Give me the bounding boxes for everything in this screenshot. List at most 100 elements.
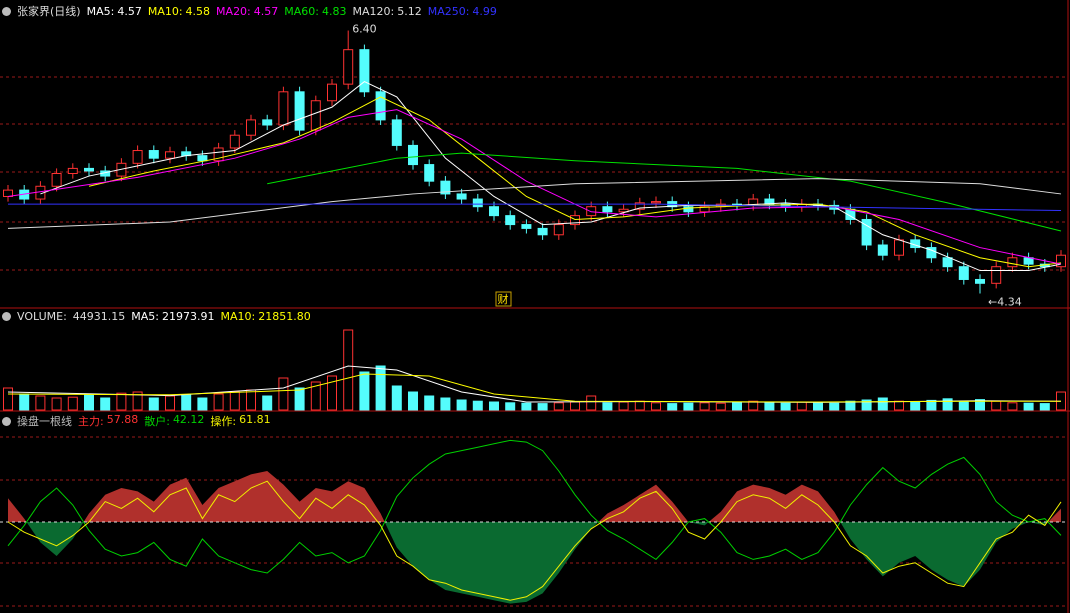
candle-body (375, 91, 386, 121)
legend-name: MA5: (131, 310, 160, 323)
volume-bar (278, 377, 289, 411)
legend-name: MA250: (427, 4, 470, 18)
candle-body (456, 193, 467, 200)
volume-bar (148, 397, 159, 411)
legend-value: 42.12 (172, 413, 205, 426)
legend-name: MA60: (284, 4, 319, 18)
ma-line (8, 203, 1062, 212)
volume-bar (116, 392, 127, 411)
volume-bar (359, 371, 370, 411)
volume-bar (1007, 402, 1018, 411)
menu-icon[interactable] (2, 312, 11, 321)
candle-body (634, 202, 645, 210)
candle-body (165, 151, 175, 159)
volume-bar (375, 365, 386, 411)
candle-body (618, 208, 629, 213)
candle-body (408, 144, 418, 166)
candle-body (489, 206, 499, 217)
candle-body (861, 218, 872, 246)
volume-bar (748, 400, 759, 411)
volume-bar (505, 402, 516, 411)
volume-bar (634, 400, 645, 411)
candle-body (926, 247, 937, 259)
legend-value: 4.57 (253, 4, 279, 18)
candle-body (310, 100, 321, 131)
candle-body (278, 91, 289, 126)
legend-item: 散户: 42.12 (144, 413, 204, 429)
legend-name: MA20: (216, 4, 251, 18)
legend-item: MA250: 4.99 (428, 5, 497, 18)
indicator-line (7, 480, 1062, 601)
volume-bar (651, 402, 661, 411)
legend-item: MA60: 4.83 (284, 5, 346, 18)
volume-bar (602, 402, 613, 411)
volume-bar (19, 393, 30, 411)
candle-body (521, 224, 532, 229)
candle-body (699, 206, 710, 213)
volume-bar (991, 400, 1002, 411)
legend-name: MA120: (352, 4, 395, 18)
candle-body (1023, 257, 1034, 265)
main-force-area-up (8, 471, 1061, 522)
indicator-header: 操盘一根线 主力: 57.88 散户: 42.12 操作: 61.81 (2, 413, 271, 429)
legend-value: 4.99 (472, 4, 497, 18)
volume-bar (440, 397, 451, 411)
menu-icon[interactable] (2, 6, 11, 16)
chart-title: 张家界(日线) (17, 5, 81, 18)
ma-line (267, 152, 1062, 232)
candle-body (294, 91, 305, 131)
menu-icon[interactable] (2, 416, 11, 426)
candle-body (894, 239, 904, 256)
volume-header: VOLUME: 44931.15 MA5: 21973.91 MA10: 21851.80 (2, 310, 311, 323)
volume-bar (975, 399, 985, 411)
candle-body (424, 164, 435, 182)
candle-body (327, 83, 337, 102)
volume-bar (942, 398, 953, 411)
volume-bar (213, 393, 224, 411)
volume-bar (294, 387, 305, 411)
candle-body (1056, 254, 1066, 268)
volume-bar (861, 399, 872, 411)
volume-bar (732, 401, 742, 411)
volume-bar (521, 402, 532, 411)
price-annotation: ←4.34 (988, 296, 1022, 309)
indicator-line (7, 439, 1062, 574)
volume-bar (197, 397, 208, 411)
volume-bar (35, 395, 46, 411)
legend-item: MA10: 4.58 (148, 5, 210, 18)
candle-body (683, 206, 694, 213)
volume-bar (3, 387, 13, 411)
ma-line (88, 96, 1062, 268)
ma-line (40, 81, 1062, 272)
legend-item: MA5: 4.57 (87, 5, 142, 18)
legend-name: 主力: (78, 415, 104, 428)
legend-value: 4.57 (117, 4, 142, 18)
volume-bar (456, 399, 467, 411)
legend-value: 61.81 (239, 413, 271, 426)
legend-item: MA120: 5.12 (352, 5, 421, 18)
candle-body (51, 173, 62, 187)
legend-item: MA5: 21973.91 (131, 310, 214, 323)
candle-body (229, 134, 240, 149)
ma-line (7, 373, 1062, 403)
main-force-area-down (8, 522, 1061, 604)
legend-value: 4.58 (185, 4, 211, 18)
volume-bar (683, 402, 694, 411)
candle-body (84, 167, 94, 172)
volume-bar (926, 399, 937, 411)
volume-bar (829, 402, 840, 411)
legend-value: 21851.80 (258, 310, 311, 323)
volume-bar (100, 397, 111, 411)
candle-body (359, 49, 370, 93)
volume-bar (570, 401, 580, 411)
volume-bar (958, 401, 969, 411)
volume-bar (667, 403, 678, 411)
candle-body (246, 119, 256, 136)
candle-body (440, 180, 451, 195)
volume-bar (618, 401, 629, 411)
volume-bar (1039, 403, 1050, 411)
volume-bar (764, 402, 775, 411)
legend-item: 操作: 61.81 (210, 413, 270, 429)
candle-body (975, 278, 985, 284)
